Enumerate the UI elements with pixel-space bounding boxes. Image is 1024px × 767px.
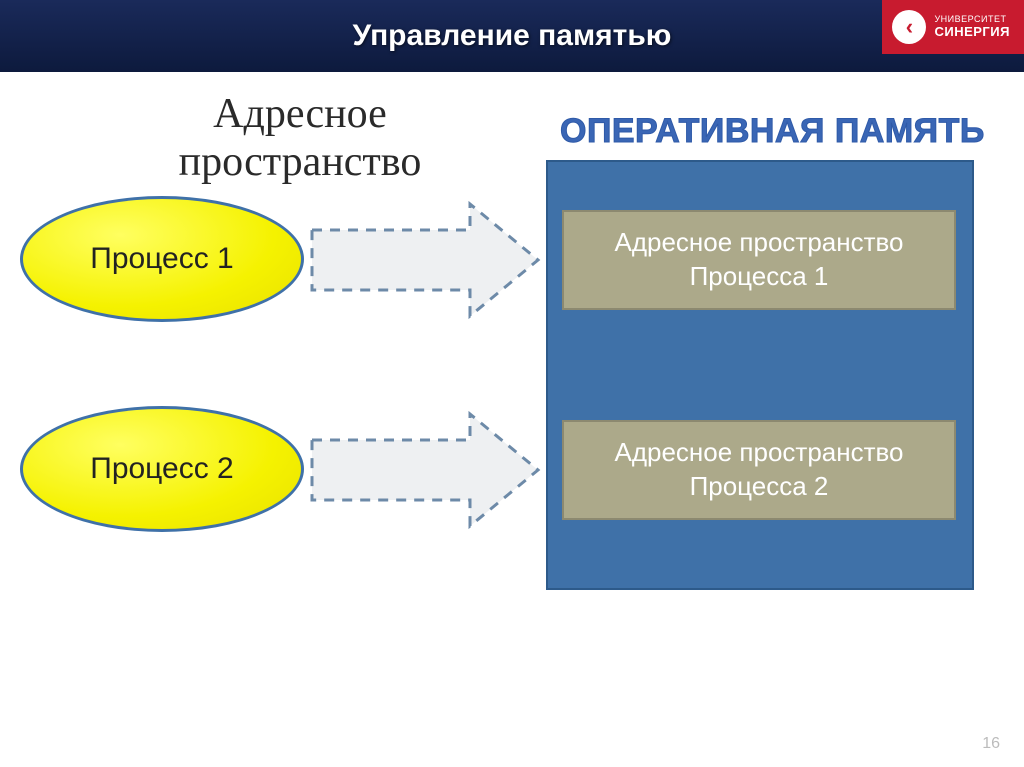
process-1-label: Процесс 1 xyxy=(90,242,233,276)
logo-text: УНИВЕРСИТЕТ СИНЕРГИЯ xyxy=(934,15,1010,39)
logo-line2: СИНЕРГИЯ xyxy=(934,25,1010,39)
slide-header: Управление памятью ‹ УНИВЕРСИТЕТ СИНЕРГИ… xyxy=(0,0,1024,72)
logo-arrow-icon: ‹ xyxy=(892,10,926,44)
process-2-label: Процесс 2 xyxy=(90,452,233,486)
arrow-2-icon xyxy=(310,410,542,530)
addr-space-2-line1: Адресное пространство xyxy=(614,437,903,467)
ram-heading: Оперативная память xyxy=(560,112,985,151)
arrow-shape xyxy=(312,414,538,526)
address-space-box-2: Адресное пространство Процесса 2 xyxy=(562,420,956,520)
arrow-shape xyxy=(312,204,538,316)
arrow-1-icon xyxy=(310,200,542,320)
page-number: 16 xyxy=(982,735,1000,753)
addr-space-1-line2: Процесса 1 xyxy=(690,261,829,291)
address-space-box-1: Адресное пространство Процесса 1 xyxy=(562,210,956,310)
process-2-node: Процесс 2 xyxy=(20,406,304,532)
address-space-heading: Адресное пространство xyxy=(140,90,460,187)
university-logo: ‹ УНИВЕРСИТЕТ СИНЕРГИЯ xyxy=(882,0,1024,54)
addr-space-2-line2: Процесса 2 xyxy=(690,471,829,501)
slide-title: Управление памятью xyxy=(353,19,672,53)
process-1-node: Процесс 1 xyxy=(20,196,304,322)
addr-space-1-line1: Адресное пространство xyxy=(614,227,903,257)
